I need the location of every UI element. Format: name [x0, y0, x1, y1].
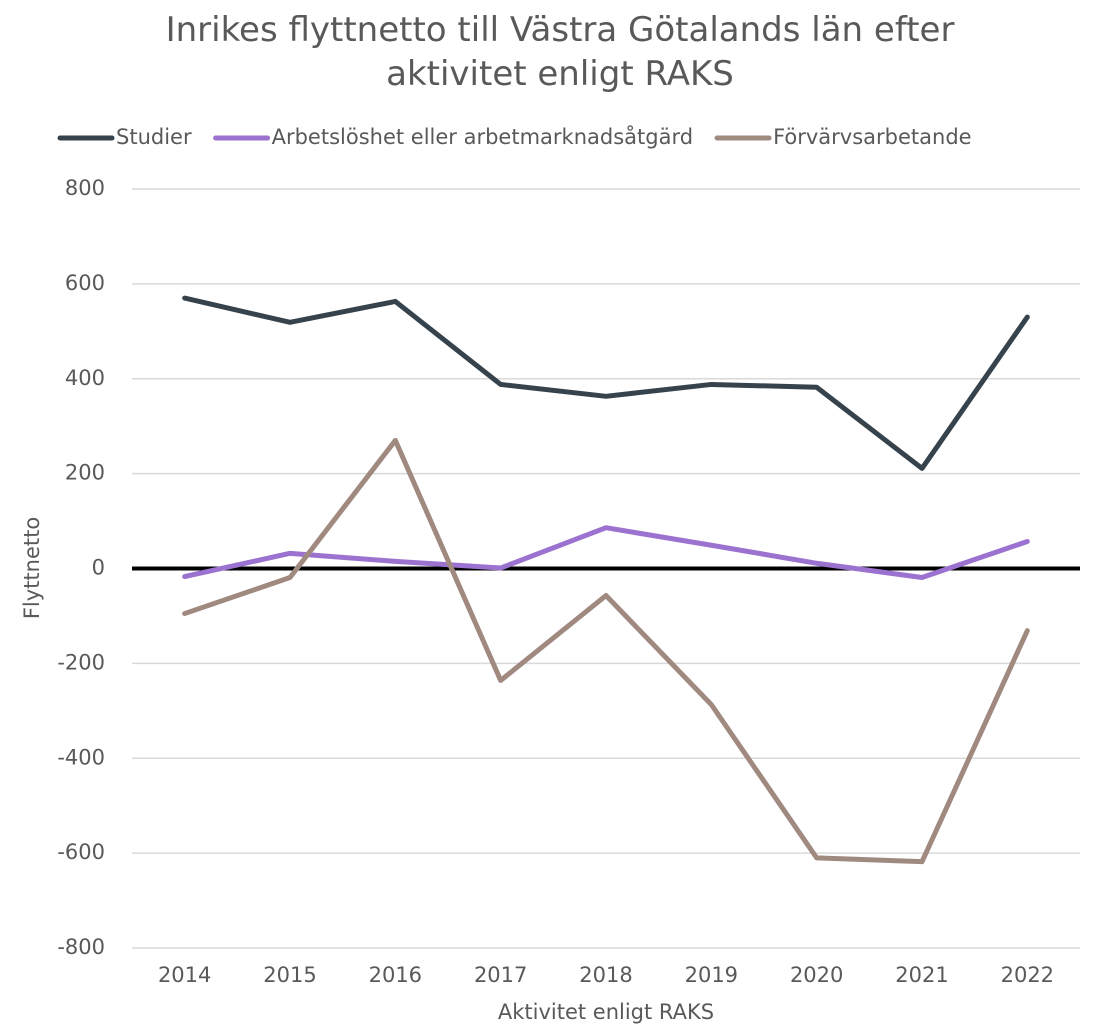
y-axis-title: Flyttnetto: [20, 517, 44, 619]
legend-label: Förvärvsarbetande: [773, 125, 972, 149]
y-tick-label: 400: [65, 366, 105, 390]
y-tick-label: 0: [92, 556, 105, 580]
x-tick-label: 2018: [579, 963, 632, 987]
x-tick-label: 2017: [474, 963, 527, 987]
y-tick-label: -800: [57, 935, 105, 959]
x-tick-label: 2016: [369, 963, 422, 987]
y-tick-label: -600: [57, 840, 105, 864]
legend-label: Studier: [116, 125, 192, 149]
y-tick-label: 200: [65, 461, 105, 485]
series-line: [182, 437, 1030, 865]
y-tick-label: -400: [57, 745, 105, 769]
x-axis-title: Aktivitet enligt RAKS: [498, 1000, 714, 1024]
x-tick-label: 2015: [263, 963, 316, 987]
y-tick-label: 800: [65, 176, 105, 200]
x-tick-label: 2019: [685, 963, 738, 987]
series-line: [182, 525, 1030, 581]
y-tick-label: -200: [57, 650, 105, 674]
chart-title: Inrikes flyttnetto till Västra Götalands…: [165, 10, 955, 94]
y-tick-label: 600: [65, 271, 105, 295]
x-tick-label: 2021: [895, 963, 948, 987]
x-tick-label: 2020: [790, 963, 843, 987]
series-line: [182, 295, 1030, 471]
x-tick-label: 2014: [158, 963, 211, 987]
x-tick-label: 2022: [1001, 963, 1054, 987]
legend-label: Arbetslöshet eller arbetmarknadsåtgärd: [272, 124, 693, 149]
